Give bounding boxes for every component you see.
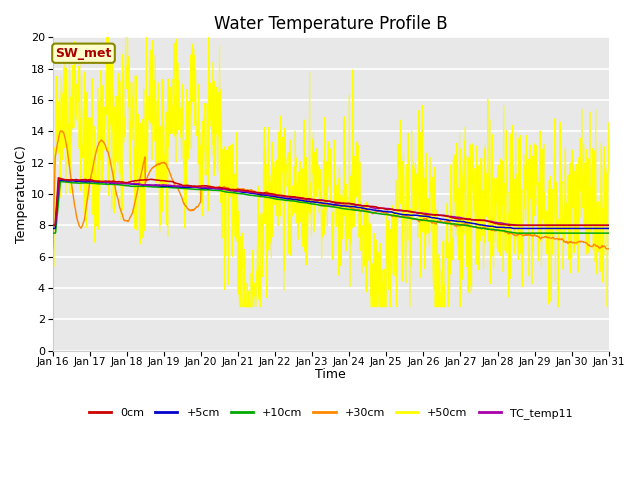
Title: Water Temperature Profile B: Water Temperature Profile B — [214, 15, 447, 33]
X-axis label: Time: Time — [316, 368, 346, 381]
Legend: 0cm, +5cm, +10cm, +30cm, +50cm, TC_temp11: 0cm, +5cm, +10cm, +30cm, +50cm, TC_temp1… — [84, 403, 577, 423]
Text: SW_met: SW_met — [55, 47, 112, 60]
Y-axis label: Temperature(C): Temperature(C) — [15, 145, 28, 243]
